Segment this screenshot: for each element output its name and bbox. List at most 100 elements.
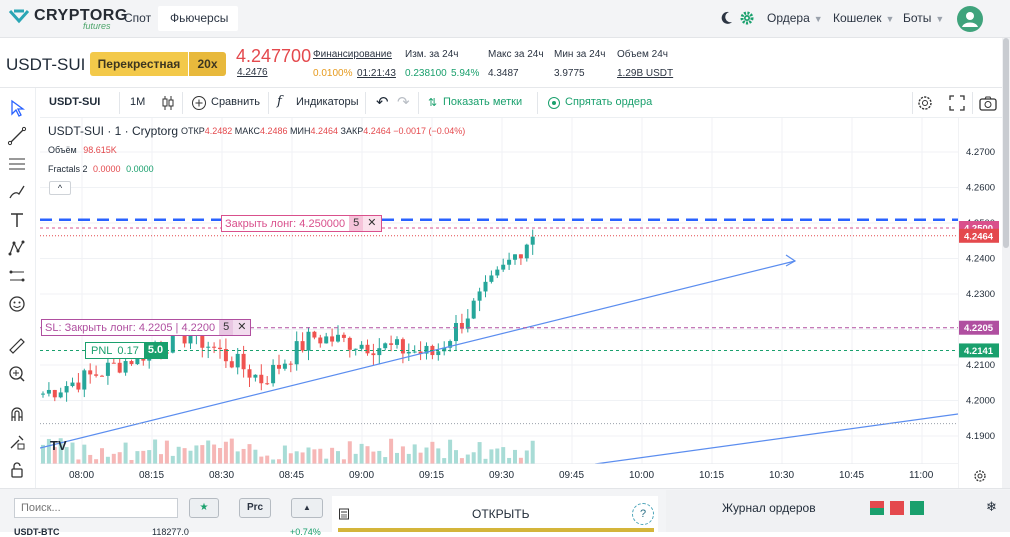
volume-bar bbox=[353, 453, 358, 464]
candle-body bbox=[288, 363, 293, 365]
gear-icon[interactable] bbox=[739, 10, 755, 26]
pnl-position-label[interactable]: PNL 0.17 5.0 bbox=[85, 342, 169, 359]
change-pct: 5.94% bbox=[451, 68, 480, 79]
zoom-in-icon[interactable] bbox=[7, 364, 27, 384]
compare-button[interactable]: Сравнить bbox=[211, 96, 261, 108]
symbol-selector[interactable]: USDT-SUI bbox=[49, 96, 101, 108]
layout-buy-icon[interactable] bbox=[910, 501, 924, 515]
volume-bar bbox=[58, 438, 63, 464]
collapse-legend-button[interactable]: ^ bbox=[49, 181, 71, 195]
volume-bar bbox=[277, 459, 281, 464]
page-scrollbar[interactable] bbox=[1002, 38, 1010, 488]
axis-settings-icon[interactable] bbox=[972, 468, 988, 484]
market-search-input[interactable] bbox=[14, 498, 178, 518]
volume-bar bbox=[253, 449, 258, 464]
tab-futures[interactable]: Фьючерсы bbox=[158, 6, 238, 31]
trend-line bbox=[40, 260, 796, 449]
tradingview-logo[interactable]: TV bbox=[50, 438, 67, 453]
margin-mode-button[interactable]: Перекрестная bbox=[90, 52, 188, 76]
forecast-icon[interactable] bbox=[7, 266, 27, 286]
volume-bar bbox=[200, 445, 205, 464]
volume-bar bbox=[454, 450, 458, 464]
market-row-pair[interactable]: USDT-BTC bbox=[14, 527, 60, 537]
snowflake-icon[interactable]: ❄ bbox=[986, 499, 997, 514]
marks-icon[interactable]: ⇅ bbox=[428, 97, 438, 109]
hide-orders-button[interactable]: Спрятать ордера bbox=[565, 96, 653, 108]
camera-icon[interactable] bbox=[978, 94, 998, 112]
lock-icon[interactable] bbox=[7, 460, 27, 480]
price-marker-label: 4.2464 bbox=[964, 231, 994, 242]
calculator-icon[interactable] bbox=[338, 508, 350, 520]
lock-drawing-icon[interactable] bbox=[7, 432, 27, 452]
magnet-icon[interactable] bbox=[7, 404, 27, 424]
emoji-icon[interactable] bbox=[7, 294, 27, 314]
favorites-button[interactable]: ★ bbox=[189, 498, 219, 518]
undo-icon[interactable]: ↶ bbox=[376, 94, 389, 111]
toolbar-divider bbox=[182, 92, 183, 114]
close-order-icon[interactable]: ✕ bbox=[363, 216, 381, 231]
moon-icon[interactable] bbox=[718, 10, 734, 26]
order-journal-title[interactable]: Журнал ордеров bbox=[722, 501, 816, 515]
volume-bar bbox=[182, 448, 187, 464]
nav-wallet[interactable]: Кошелек ▼ bbox=[833, 11, 895, 25]
close-order-icon[interactable]: ✕ bbox=[233, 320, 251, 335]
help-button[interactable]: ? bbox=[632, 503, 654, 525]
candles-icon[interactable] bbox=[160, 94, 176, 112]
avatar[interactable] bbox=[957, 6, 983, 32]
hide-orders-icon[interactable] bbox=[547, 96, 561, 110]
open-position-title[interactable]: ОТКРЫТЬ bbox=[472, 507, 530, 521]
candle-body bbox=[389, 343, 394, 345]
volume-bar bbox=[489, 449, 494, 464]
settings-icon[interactable] bbox=[916, 94, 934, 112]
candle-body bbox=[318, 337, 323, 344]
text-icon[interactable] bbox=[7, 210, 27, 230]
trend-line-icon[interactable] bbox=[7, 126, 27, 146]
price-marker-label: 4.2141 bbox=[964, 346, 994, 357]
volume-bar bbox=[477, 442, 482, 464]
fullscreen-icon[interactable] bbox=[948, 94, 966, 112]
volume-bar bbox=[518, 457, 523, 464]
tab-spot[interactable]: Спот bbox=[124, 11, 152, 25]
volume-bar bbox=[294, 451, 299, 464]
market-row-price: 118277.0 bbox=[152, 527, 189, 537]
volume-bar bbox=[365, 446, 370, 464]
volume-legend: Объём 98.615K bbox=[48, 145, 117, 155]
stop-loss-order-label[interactable]: SL: Закрыть лонг: 4.2205 | 4.2200 5 ✕ bbox=[41, 319, 252, 336]
volume-bar bbox=[359, 443, 364, 464]
layout-mixed-icon[interactable] bbox=[870, 501, 884, 515]
volume-bar bbox=[123, 442, 128, 464]
volume-bar bbox=[483, 458, 488, 464]
function-icon[interactable]: f bbox=[277, 94, 282, 109]
show-marks-button[interactable]: Показать метки bbox=[443, 96, 523, 108]
nav-bots[interactable]: Боты ▼ bbox=[903, 11, 945, 25]
layout-sell-icon[interactable] bbox=[890, 501, 904, 515]
add-compare-icon[interactable] bbox=[191, 95, 207, 111]
horizontal-lines-icon[interactable] bbox=[7, 154, 27, 174]
leverage-button[interactable]: 20x bbox=[189, 52, 226, 76]
x-tick-label: 10:45 bbox=[839, 470, 865, 481]
nav-orders[interactable]: Ордера ▼ bbox=[767, 11, 823, 25]
candle-body bbox=[200, 327, 205, 348]
toolbar-divider bbox=[418, 92, 419, 114]
candle-body bbox=[277, 364, 281, 369]
price-axis[interactable]: 4.27004.26004.25004.24004.23004.22004.21… bbox=[958, 118, 1002, 488]
logo[interactable]: CRYPTORG bbox=[8, 7, 128, 25]
cursor-icon[interactable] bbox=[7, 98, 27, 118]
close-long-order-label[interactable]: Закрыть лонг: 4.250000 5 ✕ bbox=[221, 215, 382, 232]
volume-bar bbox=[105, 456, 110, 464]
price-chart[interactable] bbox=[40, 118, 958, 464]
volume-bar bbox=[111, 453, 116, 464]
price-marker-box bbox=[959, 228, 999, 243]
indicators-button[interactable]: Индикаторы bbox=[296, 96, 359, 108]
sort-by-price-button[interactable]: Prc bbox=[239, 498, 271, 518]
page-scrollbar-thumb[interactable] bbox=[1003, 38, 1009, 248]
pattern-icon[interactable] bbox=[7, 238, 27, 258]
candle-body bbox=[477, 291, 482, 301]
ruler-icon[interactable] bbox=[7, 336, 27, 356]
brush-icon[interactable] bbox=[7, 182, 27, 202]
candle-body bbox=[424, 345, 429, 354]
candle-body bbox=[442, 347, 447, 352]
pair-title[interactable]: USDT-SUI bbox=[6, 55, 86, 74]
interval-selector[interactable]: 1M bbox=[130, 96, 146, 108]
sort-toggle-button[interactable]: ▲ bbox=[291, 498, 323, 518]
